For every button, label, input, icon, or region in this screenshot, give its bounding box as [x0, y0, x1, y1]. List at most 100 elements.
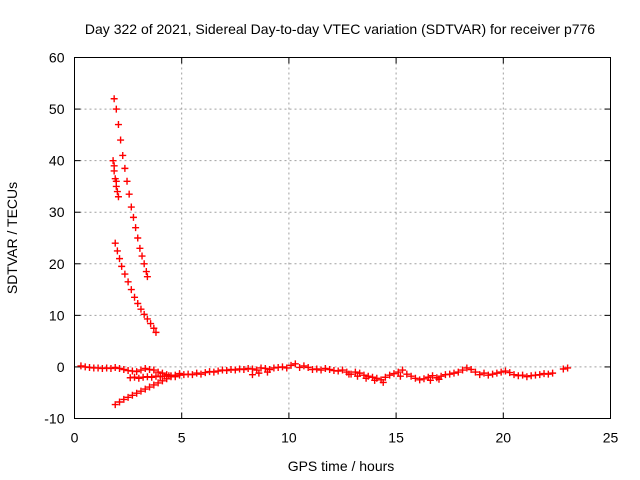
data-point: [214, 367, 222, 375]
data-point: [111, 239, 119, 247]
data-point: [140, 310, 148, 318]
data-point: [141, 364, 149, 372]
data-point: [536, 371, 544, 379]
data-point: [77, 362, 85, 370]
data-point: [381, 373, 389, 381]
x-tick-label: 15: [388, 430, 404, 446]
series-short-cluster: [109, 157, 122, 201]
data-point: [129, 213, 137, 221]
data-point: [371, 376, 379, 384]
data-point: [296, 363, 304, 371]
data-point: [321, 364, 329, 372]
data-point: [107, 364, 115, 372]
data-point: [201, 369, 209, 377]
y-tick-label: 20: [49, 256, 65, 272]
data-point: [123, 177, 131, 185]
y-tick-label: 0: [57, 359, 65, 375]
data-point: [339, 366, 346, 374]
data-point: [564, 364, 572, 372]
data-point: [138, 252, 146, 260]
data-point: [326, 366, 334, 374]
series-upper-decreasing-arc: [110, 95, 151, 281]
data-point: [137, 387, 145, 395]
data-point: [506, 369, 514, 377]
data-point: [154, 379, 162, 387]
data-point: [411, 374, 419, 382]
data-point: [210, 368, 218, 376]
data-point: [135, 374, 143, 382]
data-point: [133, 389, 141, 397]
data-point: [313, 365, 321, 373]
data-point: [171, 373, 179, 381]
data-point: [493, 369, 501, 377]
y-tick-label: 50: [49, 101, 65, 117]
data-point: [143, 315, 151, 323]
data-point: [523, 373, 531, 381]
data-point: [403, 370, 411, 378]
data-point: [119, 151, 127, 159]
data-point: [116, 398, 124, 406]
data-point: [549, 369, 557, 377]
data-point: [317, 366, 325, 374]
x-tick-label: 0: [71, 430, 79, 446]
data-point: [188, 371, 196, 379]
data-point: [484, 371, 492, 379]
x-tick-label: 25: [603, 430, 619, 446]
data-point: [117, 136, 125, 144]
data-point: [132, 224, 140, 232]
data-point: [154, 368, 162, 376]
data-point: [152, 328, 160, 336]
data-point: [429, 372, 437, 380]
data-point: [519, 371, 527, 379]
y-tick-label: -10: [44, 411, 64, 427]
data-point: [386, 371, 394, 379]
data-point: [116, 255, 124, 263]
y-axis-label: SDTVAR / TECUs: [4, 182, 20, 294]
data-point: [278, 363, 286, 371]
data-point: [111, 401, 119, 409]
data-point: [142, 268, 150, 276]
y-tick-label: 40: [49, 153, 65, 169]
data-point: [128, 391, 136, 399]
data-point: [471, 368, 479, 376]
data-point: [110, 162, 118, 170]
data-point: [379, 378, 387, 386]
data-point: [407, 372, 415, 380]
x-tick-label: 5: [178, 430, 186, 446]
data-point: [399, 366, 407, 374]
plot-frame: [74, 57, 611, 419]
data-point: [231, 366, 239, 374]
data-point: [131, 373, 139, 381]
data-point: [134, 299, 142, 307]
data-point: [559, 365, 567, 373]
data-point: [300, 362, 308, 370]
data-point: [304, 363, 312, 371]
data-point: [497, 368, 505, 376]
data-point: [120, 395, 128, 403]
data-point: [354, 372, 362, 380]
data-point: [134, 234, 142, 242]
data-point: [416, 376, 424, 384]
data-point: [131, 293, 139, 301]
data-point: [136, 244, 144, 252]
data-point: [150, 324, 158, 332]
chart-title: Day 322 of 2021, Sidereal Day-to-day VTE…: [85, 21, 595, 37]
data-point: [510, 371, 518, 379]
data-point: [125, 190, 133, 198]
y-tick-label: 10: [49, 307, 65, 323]
y-tick-label: 30: [49, 204, 65, 220]
data-point: [137, 305, 145, 313]
data-point: [124, 393, 132, 401]
data-point: [148, 373, 156, 381]
data-point: [263, 368, 271, 376]
data-point: [351, 368, 359, 376]
data-point: [446, 370, 454, 378]
data-point: [116, 364, 124, 372]
data-point: [137, 366, 145, 374]
data-point: [394, 368, 402, 376]
data-point: [544, 370, 552, 378]
grid-lines: [74, 57, 611, 419]
data-point: [124, 278, 132, 286]
